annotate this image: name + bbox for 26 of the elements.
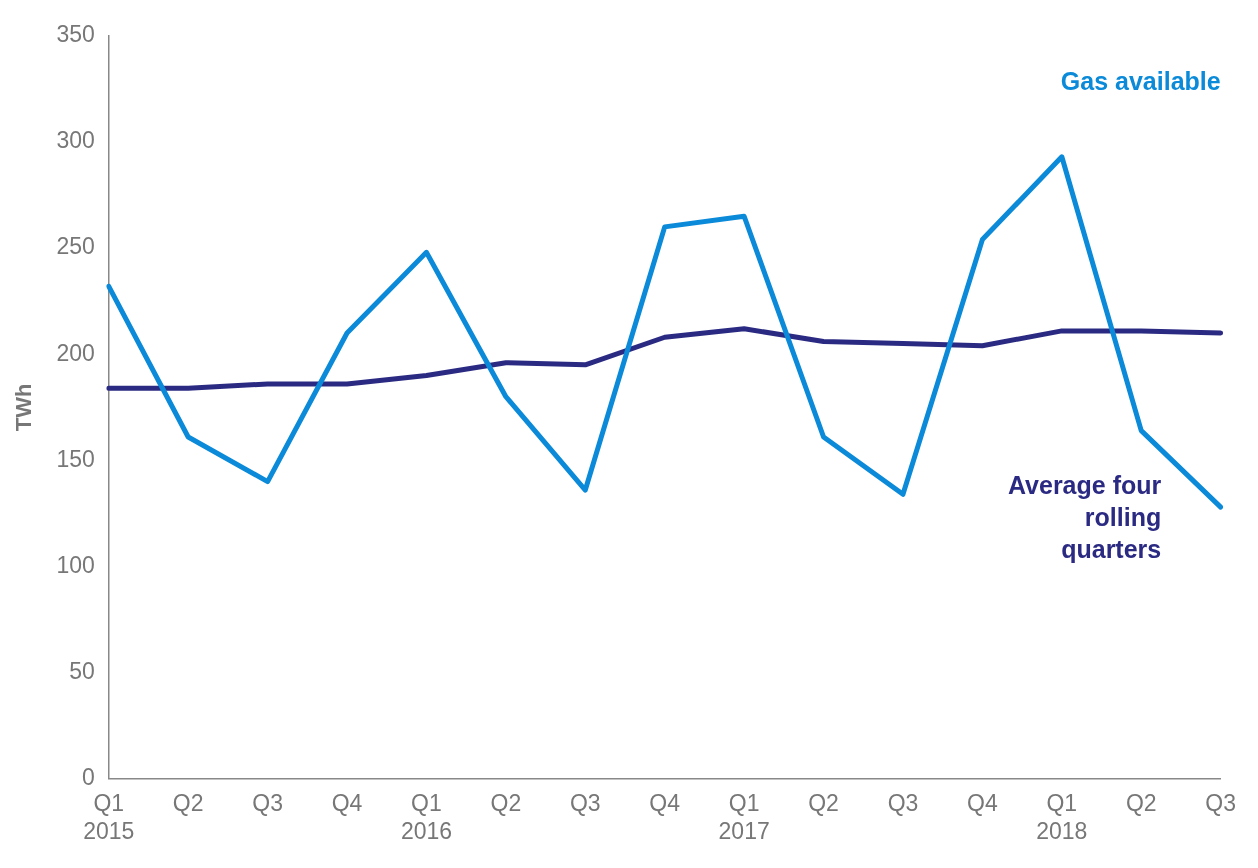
- y-tick-label: 200: [56, 339, 95, 366]
- y-tick-label: 50: [69, 658, 95, 684]
- x-tick-label: Q2: [1125, 789, 1157, 816]
- x-tick-label: Q2: [808, 789, 839, 816]
- text: Average four rolling quarters: [1007, 470, 1162, 563]
- x-tick-label: Q4: [649, 789, 681, 816]
- x-tick-label: Q1 2015: [83, 789, 135, 844]
- y-tick-label: 100: [56, 551, 95, 578]
- x-tick-label: Q3: [252, 789, 283, 816]
- x-tick-label: Q2: [490, 789, 522, 816]
- x-tick-label: Q3: [887, 789, 919, 816]
- x-tick-label: Q4: [331, 789, 363, 816]
- x-tick-label: Q3: [1205, 789, 1236, 816]
- x-tick-label: Q4: [967, 789, 998, 816]
- x-tick-label: Q1 2018: [1036, 789, 1088, 844]
- x-tick-label: Q2: [172, 789, 204, 816]
- x-tick-label: Q1 2017: [718, 789, 770, 844]
- x-tick-label: Q3: [569, 789, 601, 816]
- y-tick-label: 250: [56, 233, 95, 260]
- x-tick-label: Q1 2016: [400, 789, 453, 844]
- y-tick-label: 0: [81, 764, 95, 791]
- y-tick-label: 350: [56, 21, 95, 48]
- y-tick-label: 300: [56, 127, 95, 154]
- y-axis-title: TWh: [11, 383, 37, 432]
- text: Gas available: [1060, 67, 1221, 96]
- y-tick-label: 150: [56, 445, 95, 472]
